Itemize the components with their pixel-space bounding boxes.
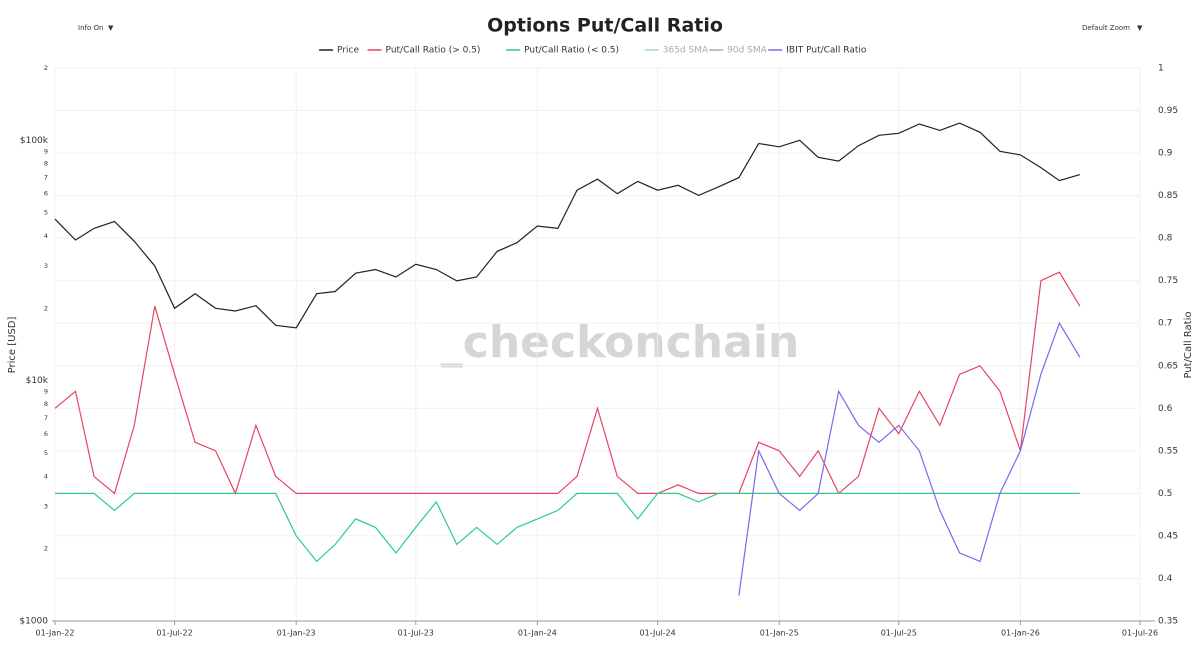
- y-tick-label: 2: [44, 304, 48, 312]
- y-tick-label: 6: [44, 430, 48, 438]
- x-tick-label: 01-Jan-26: [1001, 629, 1040, 638]
- x-tick-label: 01-Jul-26: [1122, 629, 1158, 638]
- y-tick-label: 9: [44, 147, 48, 155]
- x-tick-label: 01-Jul-23: [398, 629, 434, 638]
- x-tick-label: 01-Jan-24: [518, 629, 557, 638]
- dropdown-arrow[interactable]: ▼: [1137, 24, 1143, 32]
- x-tick-label: 01-Jan-25: [760, 629, 799, 638]
- y-tick-label: 9: [44, 388, 48, 396]
- legend-label[interactable]: 365d SMA: [663, 46, 709, 56]
- y2-tick-label: 0.45: [1158, 531, 1178, 541]
- series-line: [54, 122, 1081, 329]
- info-toggle[interactable]: Info On: [78, 24, 103, 32]
- watermark: _checkonchain: [441, 317, 799, 368]
- x-tick-label: 01-Jul-24: [640, 629, 676, 638]
- legend-label[interactable]: Price: [337, 46, 359, 56]
- y2-tick-label: 0.55: [1158, 446, 1178, 456]
- y-tick-label: 7: [44, 174, 48, 182]
- dropdown-arrow[interactable]: ▼: [108, 24, 114, 32]
- y-tick-label: 2: [44, 545, 48, 553]
- y-tick-label: $1000: [19, 617, 48, 627]
- y2-tick-label: 0.5: [1158, 489, 1172, 499]
- y2-tick-label: 0.6: [1158, 404, 1173, 414]
- y2-tick-label: 0.85: [1158, 191, 1178, 201]
- y-tick-label: 8: [44, 160, 48, 168]
- legend-label[interactable]: 90d SMA: [727, 46, 768, 56]
- y2-tick-label: 1: [1158, 64, 1164, 74]
- y-tick-label: 6: [44, 190, 48, 198]
- chart-title: Options Put/Call Ratio: [487, 15, 723, 37]
- y-tick-label: 2: [44, 64, 48, 72]
- y-tick-label: 4: [44, 232, 48, 240]
- x-tick-label: 01-Jul-22: [156, 629, 192, 638]
- series-line: [55, 492, 1080, 563]
- y2-tick-label: 0.65: [1158, 361, 1178, 371]
- legend-label[interactable]: IBIT Put/Call Ratio: [786, 46, 867, 56]
- y2-tick-label: 0.35: [1158, 617, 1178, 627]
- y-tick-label: 4: [44, 472, 48, 480]
- series-line: [54, 271, 1081, 496]
- x-tick-label: 01-Jan-23: [277, 629, 316, 638]
- y2-tick-label: 0.8: [1158, 234, 1173, 244]
- legend-label[interactable]: Put/Call Ratio (< 0.5): [524, 46, 619, 56]
- x-tick-label: 01-Jul-25: [881, 629, 917, 638]
- y-tick-label: $10k: [26, 376, 49, 386]
- zoom-select[interactable]: Default Zoom: [1082, 24, 1130, 32]
- y-tick-label: 3: [44, 502, 48, 510]
- y2-tick-label: 0.9: [1158, 149, 1173, 159]
- y2-tick-label: 0.4: [1158, 574, 1173, 584]
- series-line: [738, 321, 1081, 596]
- y2-tick-label: 0.95: [1158, 106, 1178, 116]
- y-tick-label: 5: [44, 449, 48, 457]
- y-tick-label: $100k: [20, 136, 49, 146]
- y2-tick-label: 0.75: [1158, 276, 1178, 286]
- x-tick-label: 01-Jan-22: [36, 629, 75, 638]
- y2-tick-label: 0.7: [1158, 319, 1172, 329]
- y-tick-label: 5: [44, 209, 48, 217]
- y2-axis-title: Put/Call Ratio: [1183, 311, 1194, 378]
- y-tick-label: 8: [44, 400, 48, 408]
- y-tick-label: 7: [44, 414, 48, 422]
- y-tick-label: 3: [44, 262, 48, 270]
- y-axis-title: Price [USD]: [7, 317, 18, 374]
- legend-label[interactable]: Put/Call Ratio (> 0.5): [386, 46, 481, 56]
